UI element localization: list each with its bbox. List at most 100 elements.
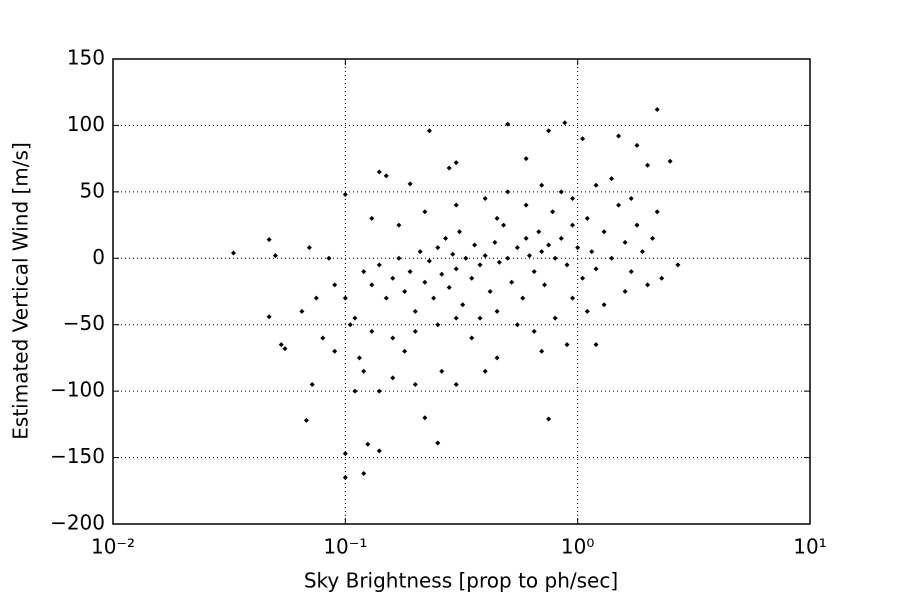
point: [376, 448, 382, 454]
point: [332, 348, 338, 354]
point: [369, 282, 375, 288]
point: [609, 176, 615, 182]
point: [645, 162, 651, 168]
plot-frame: [112, 58, 811, 525]
point: [422, 415, 428, 421]
point: [639, 249, 645, 255]
x-tick-label: 10⁰: [561, 535, 594, 559]
point: [494, 308, 500, 314]
point: [609, 255, 615, 261]
point: [616, 133, 622, 139]
point: [309, 382, 315, 387]
point: [536, 229, 542, 235]
point: [584, 308, 590, 314]
point: [580, 136, 586, 142]
point: [509, 279, 515, 285]
point: [407, 269, 413, 275]
point: [589, 249, 595, 255]
point: [266, 237, 272, 243]
point: [450, 251, 456, 257]
y-tick-label: 150: [67, 46, 105, 70]
point: [313, 295, 319, 301]
point: [546, 416, 552, 422]
point: [272, 253, 278, 259]
point: [390, 335, 396, 341]
point: [412, 328, 418, 334]
point: [402, 289, 408, 294]
point: [463, 255, 469, 261]
point: [601, 302, 607, 308]
point: [634, 222, 640, 228]
point: [361, 269, 367, 275]
point: [352, 315, 358, 321]
point: [514, 322, 520, 328]
x-axis-label: Sky Brightness [prop to ph/sec]: [304, 569, 618, 593]
point: [342, 475, 348, 480]
point: [376, 262, 382, 268]
point: [407, 181, 413, 187]
point: [569, 222, 575, 228]
point: [456, 229, 462, 235]
point: [299, 308, 305, 314]
y-tick-label: −50: [63, 311, 105, 335]
point: [426, 128, 432, 134]
point: [542, 282, 548, 288]
point: [469, 275, 475, 281]
point: [526, 253, 532, 259]
point: [365, 441, 371, 447]
point: [558, 235, 564, 241]
x-tick-label: 10¹: [793, 535, 826, 559]
point: [361, 471, 367, 477]
x-tick-label: 10⁻¹: [323, 535, 367, 559]
point: [443, 235, 449, 241]
point: [634, 142, 640, 148]
point: [654, 209, 660, 215]
point: [383, 295, 389, 301]
point: [575, 245, 581, 251]
point: [390, 375, 396, 381]
point: [569, 295, 575, 301]
point: [376, 388, 382, 394]
y-tick-label: 50: [80, 178, 105, 202]
point: [453, 382, 459, 387]
point: [523, 235, 529, 241]
point: [622, 239, 628, 245]
point: [667, 158, 673, 164]
y-tick-label: 100: [67, 112, 105, 136]
point: [569, 196, 575, 201]
point: [477, 315, 483, 321]
x-tick-label: 10⁻²: [91, 535, 135, 559]
point: [369, 328, 375, 334]
point: [320, 335, 326, 341]
point: [650, 235, 656, 241]
point: [539, 182, 545, 188]
point: [593, 266, 599, 272]
point: [659, 275, 665, 281]
point: [477, 262, 483, 268]
point: [564, 342, 570, 348]
point: [332, 282, 338, 288]
point: [396, 222, 402, 228]
point: [562, 120, 568, 126]
point: [453, 315, 459, 321]
point: [645, 282, 651, 288]
point: [453, 202, 459, 208]
point: [396, 255, 402, 261]
point: [342, 192, 348, 198]
y-axis-label: Estimated Vertical Wind [m/s]: [9, 142, 33, 439]
point: [435, 440, 441, 446]
point: [282, 346, 288, 352]
point: [460, 302, 466, 308]
point: [501, 222, 507, 228]
y-tick-label: −150: [50, 444, 105, 468]
point: [654, 106, 660, 112]
point: [417, 249, 423, 255]
point: [550, 209, 556, 215]
point: [431, 295, 437, 301]
point: [446, 165, 452, 171]
point: [494, 355, 500, 361]
point: [584, 215, 590, 221]
point: [628, 269, 634, 275]
point: [266, 314, 272, 320]
